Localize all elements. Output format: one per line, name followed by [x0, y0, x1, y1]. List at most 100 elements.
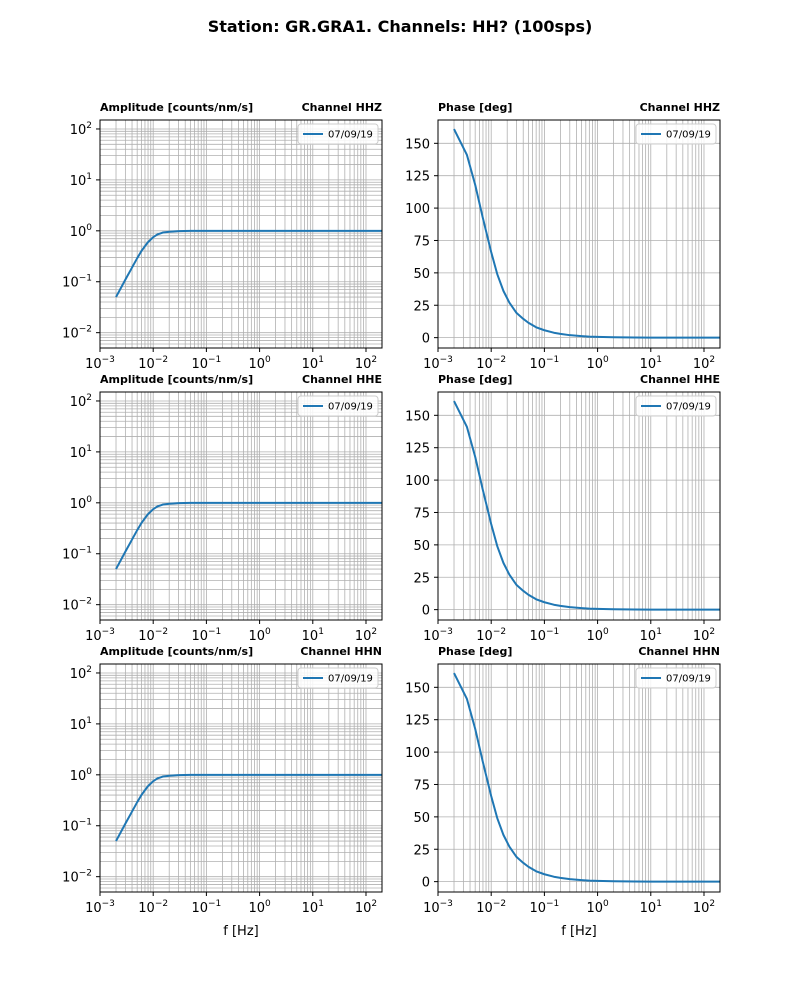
x-tick-label: 10−3 [85, 899, 115, 916]
x-tick-exponent: −3 [102, 899, 115, 909]
x-tick-label: 101 [640, 899, 662, 916]
x-tick-base: 10 [85, 901, 102, 916]
legend-box [635, 123, 717, 145]
x-tick-base: 10 [529, 901, 546, 916]
x-axis-label: f [Hz] [223, 924, 258, 939]
panel-phase-hhn: 10−3 10−2 10−1 100 101 1020255075100125150Pha… [405, 645, 721, 939]
y-tick-base: 10 [70, 667, 87, 682]
x-tick-exponent: 0 [265, 627, 271, 637]
y-tick-label: 75 [413, 778, 430, 793]
y-tick-label: 75 [413, 506, 430, 521]
y-tick-exponent: 2 [86, 393, 92, 403]
x-tick-base: 10 [138, 357, 155, 372]
y-tick-label: 150 [405, 137, 430, 152]
grid [100, 120, 382, 348]
axes-frame [99, 391, 383, 621]
y-tick-label: 101 [70, 172, 92, 189]
y-tick-exponent: 1 [86, 444, 92, 454]
x-tick-label: 10−2 [138, 627, 168, 644]
y-tick-label: 100 [70, 223, 93, 240]
x-tick-base: 10 [693, 629, 710, 644]
y-tick-label: 125 [405, 714, 430, 729]
x-tick-label: 102 [355, 899, 377, 916]
x-tick-label: 102 [355, 355, 377, 372]
y-tick-base: 10 [70, 225, 87, 240]
panel-amplitude-hhz: 10−3 10−2 10−1 100 101 10210−210−1100101102Am… [62, 101, 383, 372]
panel-phase-hhe: 10−3 10−2 10−1 100 101 1020255075100125150Pha… [405, 373, 721, 644]
legend: 07/09/19 [635, 667, 717, 689]
x-tick-exponent: −2 [155, 627, 168, 637]
y-tick-label: 125 [405, 442, 430, 457]
y-tick-label: 10−1 [62, 546, 92, 563]
x-tick-label: 100 [248, 627, 271, 644]
x-tick-label: 10−3 [423, 355, 453, 372]
grid [438, 120, 720, 348]
y-tick-label: 0 [422, 332, 430, 347]
panel-title-right: Channel HHZ [302, 101, 382, 114]
x-tick-exponent: −2 [155, 355, 168, 365]
y-tick-exponent: 2 [86, 665, 92, 675]
y-tick-label: 75 [413, 234, 430, 249]
y-tick-label: 25 [413, 571, 430, 586]
grid [438, 392, 720, 620]
x-tick-label: 100 [586, 627, 609, 644]
legend-label: 07/09/19 [666, 674, 711, 685]
panel-title-left: Phase [deg] [438, 373, 512, 386]
x-tick-exponent: −1 [208, 627, 221, 637]
y-tick-base: 10 [62, 276, 79, 291]
x-tick-base: 10 [586, 629, 603, 644]
y-tick-label: 100 [405, 202, 430, 217]
y-tick-exponent: −2 [79, 597, 92, 607]
x-tick-base: 10 [355, 901, 372, 916]
x-tick-base: 10 [248, 901, 265, 916]
y-tick-label: 0 [422, 876, 430, 891]
y-tick-label: 50 [413, 539, 430, 554]
x-tick-label: 102 [693, 627, 715, 644]
y-tick-label: 10−2 [62, 597, 92, 614]
y-tick-label: 50 [413, 811, 430, 826]
x-tick-base: 10 [476, 357, 493, 372]
x-tick-base: 10 [693, 357, 710, 372]
x-tick-label: 10−3 [423, 627, 453, 644]
x-tick-label: 10−2 [138, 355, 168, 372]
series-line [115, 773, 382, 842]
legend-label: 07/09/19 [328, 674, 373, 685]
x-tick-base: 10 [302, 357, 319, 372]
legend-box [635, 395, 717, 417]
axes-frame [437, 119, 721, 349]
x-tick-exponent: 1 [318, 355, 324, 365]
legend-label: 07/09/19 [328, 130, 373, 141]
x-tick-label: 100 [248, 355, 271, 372]
y-tick-base: 10 [62, 820, 79, 835]
x-tick-exponent: 1 [656, 627, 662, 637]
y-tick-label: 25 [413, 299, 430, 314]
x-tick-label: 10−2 [476, 627, 506, 644]
y-tick-exponent: −1 [79, 818, 92, 828]
x-tick-exponent: 2 [371, 355, 377, 365]
y-tick-label: 100 [70, 767, 93, 784]
panel-title-left: Phase [deg] [438, 101, 512, 114]
y-tick-base: 10 [62, 599, 79, 614]
x-tick-label: 101 [640, 355, 662, 372]
legend-label: 07/09/19 [666, 130, 711, 141]
x-tick-label: 102 [693, 355, 715, 372]
y-tick-label: 50 [413, 267, 430, 282]
x-axis-label: f [Hz] [561, 924, 596, 939]
x-tick-base: 10 [529, 357, 546, 372]
x-tick-label: 10−2 [476, 899, 506, 916]
legend-label: 07/09/19 [328, 402, 373, 413]
x-tick-base: 10 [423, 901, 440, 916]
x-tick-exponent: −1 [208, 899, 221, 909]
x-tick-exponent: 1 [318, 627, 324, 637]
y-tick-exponent: 1 [86, 716, 92, 726]
x-tick-base: 10 [476, 629, 493, 644]
y-tick-label: 10−1 [62, 818, 92, 835]
y-tick-label: 150 [405, 409, 430, 424]
panel-title-left: Amplitude [counts/nm/s] [100, 101, 253, 114]
x-tick-base: 10 [302, 901, 319, 916]
x-tick-base: 10 [302, 629, 319, 644]
y-tick-base: 10 [70, 718, 87, 733]
x-tick-exponent: −1 [546, 899, 559, 909]
legend: 07/09/19 [297, 123, 379, 145]
y-tick-label: 10−2 [62, 325, 92, 342]
